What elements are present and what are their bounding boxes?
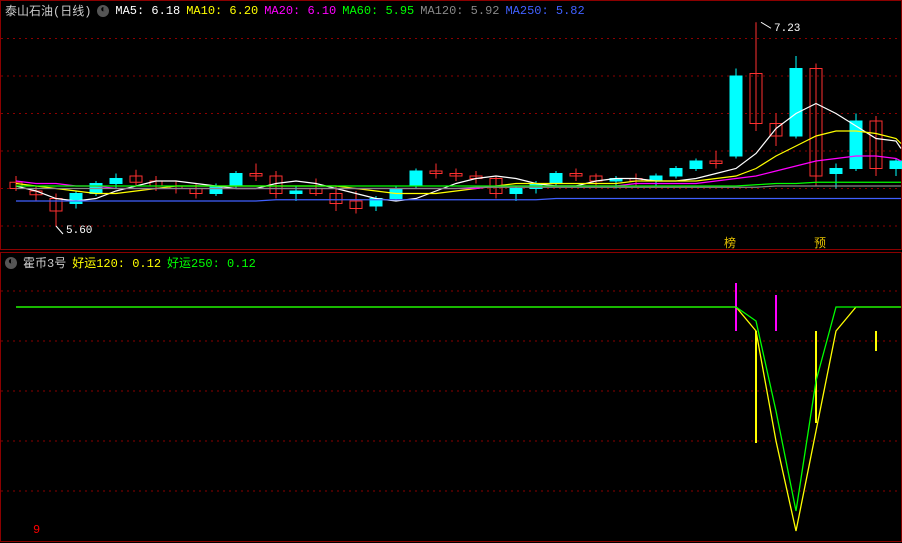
ma250-label: MA250: 5.82 — [505, 4, 584, 18]
svg-text:7.23: 7.23 — [774, 23, 800, 35]
indicator-panel[interactable]: ◐ 霍币3号 好运120: 0.12 好运250: 0.12 9 — [0, 252, 902, 542]
ma10-label: MA10: 6.20 — [186, 4, 258, 18]
bottom-number: 9 — [33, 523, 40, 537]
stock-title: 泰山石油(日线) — [5, 2, 91, 19]
svg-text:榜: 榜 — [724, 235, 736, 251]
candlestick-panel[interactable]: 泰山石油(日线) ◐ MA5: 6.18 MA10: 6.20 MA20: 6.… — [0, 0, 902, 250]
lower-header: ◐ 霍币3号 好运120: 0.12 好运250: 0.12 — [5, 254, 256, 271]
svg-text:5.60: 5.60 — [66, 225, 92, 237]
toggle-icon[interactable]: ◐ — [5, 257, 17, 269]
indicator-svg — [1, 253, 902, 543]
ma60-label: MA60: 5.95 — [342, 4, 414, 18]
upper-header: 泰山石油(日线) ◐ MA5: 6.18 MA10: 6.20 MA20: 6.… — [5, 2, 585, 19]
indicator-title: 霍币3号 — [23, 254, 66, 271]
haoyun120-label: 好运120: 0.12 — [72, 254, 161, 271]
toggle-icon[interactable]: ◐ — [97, 5, 109, 17]
ma20-label: MA20: 6.10 — [264, 4, 336, 18]
candlestick-svg: 5.60 7.23 榜 预 — [1, 1, 902, 251]
ma120-label: MA120: 5.92 — [420, 4, 499, 18]
svg-text:预: 预 — [814, 236, 826, 251]
haoyun250-label: 好运250: 0.12 — [167, 254, 256, 271]
ma5-label: MA5: 6.18 — [115, 4, 180, 18]
